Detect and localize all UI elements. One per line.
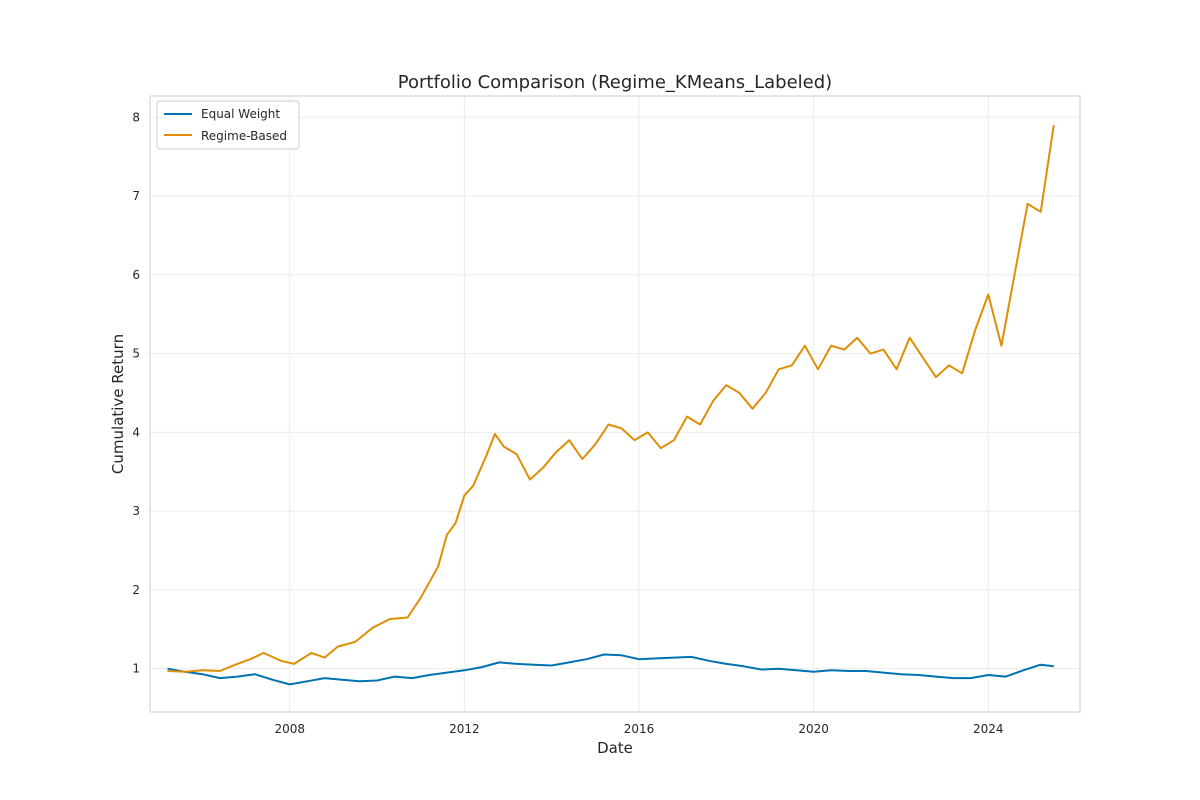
series-line-regime-based <box>167 124 1055 673</box>
y-tick-label: 4 <box>132 425 140 439</box>
plot-frame <box>149 95 1081 713</box>
y-axis-ticks: 1 2 3 4 5 6 7 8 <box>132 110 140 675</box>
y-tick-label: 1 <box>132 662 140 676</box>
x-axis-ticks: 2008 2012 2016 2020 2024 <box>274 722 1003 736</box>
chart-title: Portfolio Comparison (Regime_KMeans_Labe… <box>398 72 832 93</box>
x-tick-label: 2020 <box>798 722 829 736</box>
legend-label-equal-weight: Equal Weight <box>201 107 280 121</box>
y-axis-label: Cumulative Return <box>109 334 127 474</box>
y-tick-label: 2 <box>132 583 140 597</box>
x-tick-label: 2024 <box>973 722 1004 736</box>
y-tick-label: 8 <box>132 110 140 124</box>
y-tick-label: 7 <box>132 189 140 203</box>
grid-lines <box>150 96 1080 712</box>
plot-area <box>150 96 1080 712</box>
legend-label-regime-based: Regime-Based <box>201 129 287 143</box>
series-lines <box>167 124 1055 686</box>
legend-box <box>156 100 300 150</box>
x-tick-label: 2012 <box>449 722 480 736</box>
series-line-equal-weight <box>167 653 1054 686</box>
y-tick-label: 6 <box>132 268 140 282</box>
x-axis-label: Date <box>597 739 633 757</box>
y-tick-label: 3 <box>132 504 140 518</box>
x-tick-label: 2016 <box>624 722 655 736</box>
legend: Equal Weight Regime-Based <box>156 100 300 150</box>
y-tick-label: 5 <box>132 347 140 361</box>
x-tick-label: 2008 <box>274 722 305 736</box>
